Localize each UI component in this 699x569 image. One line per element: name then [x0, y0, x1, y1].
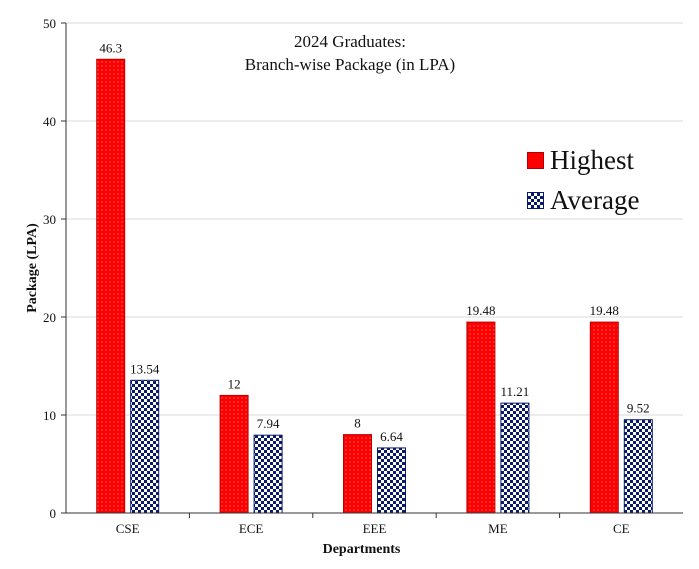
- legend-item-highest: Highest: [527, 140, 639, 180]
- bar-highest-ece: [219, 394, 249, 514]
- legend: Highest Average: [527, 140, 639, 220]
- data-label: 7.94: [257, 416, 280, 431]
- y-tick-label: 40: [43, 114, 56, 129]
- data-label: 19.48: [466, 303, 495, 318]
- data-label: 13.54: [130, 361, 160, 376]
- data-label: 46.3: [99, 40, 122, 55]
- y-tick-label: 50: [43, 16, 56, 31]
- legend-swatch-highest: [527, 151, 544, 169]
- chart-title-line1: 2024 Graduates:: [294, 32, 406, 51]
- bar-average-cse: [130, 379, 160, 514]
- legend-item-average: Average: [527, 180, 639, 220]
- x-tick-label: CE: [613, 521, 630, 536]
- bar-highest-ce: [589, 321, 619, 514]
- bar-average-ece: [253, 434, 283, 514]
- bar-highest-cse: [96, 58, 126, 514]
- bar-average-ce: [623, 419, 653, 514]
- x-tick-label: EEE: [363, 521, 387, 536]
- y-axis-title: Package (LPA): [25, 223, 40, 313]
- x-tick-label: ME: [488, 521, 508, 536]
- data-label: 8: [354, 416, 361, 431]
- data-label: 19.48: [590, 303, 619, 318]
- x-axis-title: Departments: [322, 542, 401, 557]
- data-label: 9.52: [627, 401, 650, 416]
- x-tick-label: CSE: [116, 521, 140, 536]
- data-label: 12: [228, 376, 241, 391]
- y-tick-label: 0: [50, 506, 57, 521]
- bar-highest-me: [466, 321, 496, 514]
- chart-title-line2: Branch-wise Package (in LPA): [244, 55, 456, 74]
- legend-label-average: Average: [550, 184, 640, 215]
- legend-swatch-average: [527, 191, 544, 209]
- y-tick-label: 30: [43, 212, 56, 227]
- bar-average-eee: [377, 447, 406, 514]
- data-label: 6.64: [380, 429, 403, 444]
- y-tick-label: 10: [43, 408, 56, 423]
- legend-label-highest: Highest: [550, 144, 634, 175]
- y-tick-label: 20: [43, 310, 56, 325]
- data-label: 11.21: [501, 384, 530, 399]
- bar-highest-eee: [343, 434, 372, 514]
- chart-title: 2024 Graduates: Branch-wise Package (in …: [210, 30, 490, 76]
- bar-average-me: [500, 402, 530, 514]
- x-tick-label: ECE: [239, 521, 264, 536]
